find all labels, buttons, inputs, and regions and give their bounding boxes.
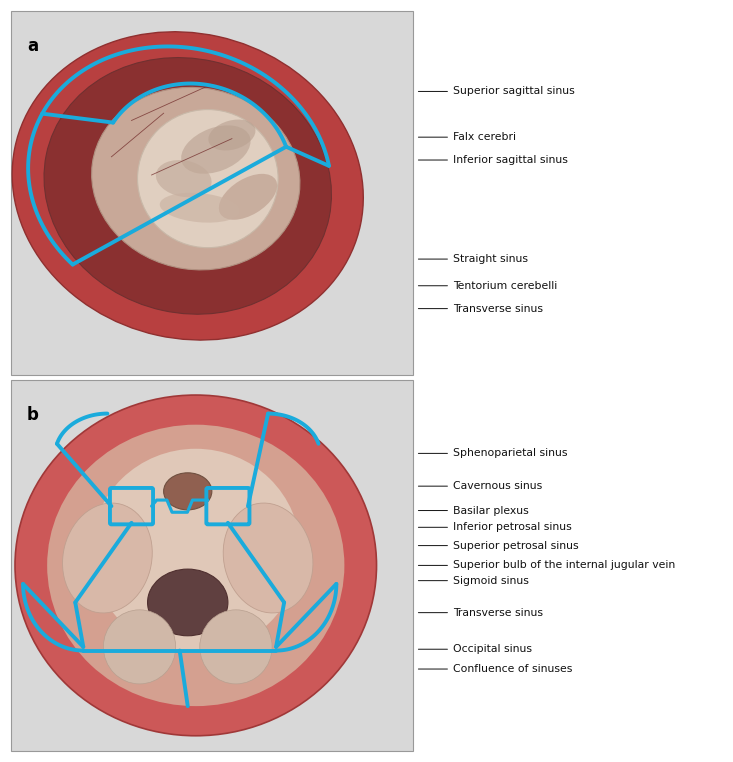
Text: Falx cerebri: Falx cerebri <box>419 132 516 142</box>
Text: Sigmoid sinus: Sigmoid sinus <box>419 575 529 586</box>
Text: Superior petrosal sinus: Superior petrosal sinus <box>419 540 578 551</box>
Ellipse shape <box>160 193 240 223</box>
Ellipse shape <box>92 88 300 270</box>
Text: Confluence of sinuses: Confluence of sinuses <box>419 664 572 674</box>
Text: Inferior sagittal sinus: Inferior sagittal sinus <box>419 155 568 165</box>
Text: Superior sagittal sinus: Superior sagittal sinus <box>419 86 575 97</box>
Text: Occipital sinus: Occipital sinus <box>419 644 532 655</box>
Ellipse shape <box>156 160 212 197</box>
FancyBboxPatch shape <box>11 11 413 375</box>
Text: Transverse sinus: Transverse sinus <box>419 607 543 618</box>
Ellipse shape <box>12 32 364 340</box>
Text: Sphenoparietal sinus: Sphenoparietal sinus <box>419 448 567 459</box>
Ellipse shape <box>181 126 251 174</box>
Text: Straight sinus: Straight sinus <box>419 254 528 264</box>
Ellipse shape <box>147 569 228 636</box>
Ellipse shape <box>103 610 176 684</box>
Ellipse shape <box>208 120 256 150</box>
Ellipse shape <box>163 472 212 510</box>
Text: Inferior petrosal sinus: Inferior petrosal sinus <box>419 522 572 533</box>
Ellipse shape <box>62 503 152 613</box>
Text: Superior bulb of the internal jugular vein: Superior bulb of the internal jugular ve… <box>419 560 675 571</box>
Text: Transverse sinus: Transverse sinus <box>419 303 543 314</box>
Text: Cavernous sinus: Cavernous sinus <box>419 481 542 491</box>
Ellipse shape <box>15 395 377 736</box>
FancyBboxPatch shape <box>11 380 413 751</box>
Ellipse shape <box>224 503 313 613</box>
Ellipse shape <box>92 449 301 652</box>
Text: Tentorium cerebelli: Tentorium cerebelli <box>419 280 557 291</box>
Ellipse shape <box>200 610 272 684</box>
Text: Basilar plexus: Basilar plexus <box>419 505 528 516</box>
Text: a: a <box>27 37 38 55</box>
Ellipse shape <box>44 58 331 314</box>
Text: b: b <box>27 406 39 424</box>
Ellipse shape <box>138 110 278 248</box>
Ellipse shape <box>219 174 277 219</box>
Ellipse shape <box>47 424 345 706</box>
